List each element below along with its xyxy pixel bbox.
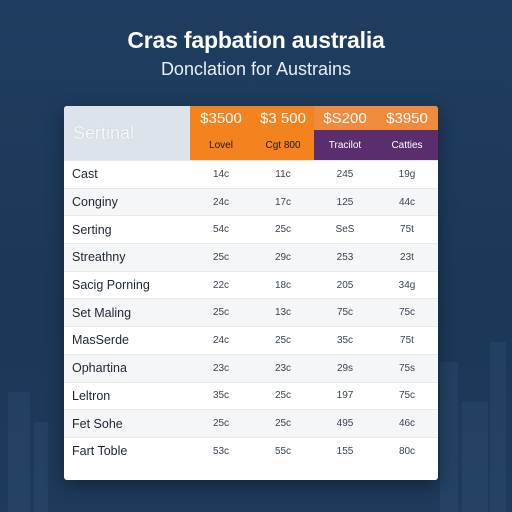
table-cell: 197 (336, 390, 354, 402)
table-cell: 25c (274, 418, 292, 430)
column-tag: Catties (376, 130, 438, 160)
table-cell: 25c (212, 418, 230, 430)
row-label: Sacig Porning (72, 278, 150, 293)
table-row: Streathny 25c 29c 253 23t (64, 243, 438, 271)
table-cell: 75t (400, 334, 414, 346)
table-row: Fart Toble 53c 55c 155 80c (64, 436, 438, 465)
table-cell: 13c (274, 307, 292, 319)
table-row: Conginy 24c 17c 125 44c (64, 187, 438, 216)
page-subtitle: Donclation for Austrains (160, 59, 352, 79)
table-cell: 24c (212, 196, 230, 208)
table-cell: 44c (398, 196, 416, 208)
table-corner-label: Sertinal (64, 106, 190, 160)
page-title: Cras fapbation australia (127, 27, 385, 53)
row-label: Set Maling (72, 305, 132, 320)
column-tag: Cgt 800 (252, 130, 314, 160)
table-cell: 24c (212, 334, 230, 346)
pricing-table: Sertinal $3500 Lovel $3 500 Cgt 800 $S20… (64, 106, 438, 480)
row-label: Fet Sohe (72, 416, 123, 431)
table-cell: 25c (212, 307, 230, 319)
table-cell: 18c (274, 279, 292, 291)
table-cell: 75c (398, 390, 416, 402)
table-cell: 155 (336, 445, 354, 457)
corner-label-text: Sertinal (73, 122, 135, 143)
table-cell: 23t (400, 251, 414, 263)
row-label: Serting (72, 222, 112, 237)
table-cell: 17c (274, 196, 292, 208)
column-header-1[interactable]: $3500 Lovel (190, 106, 252, 160)
table-cell: 29c (274, 251, 292, 263)
table-cell: 495 (336, 418, 354, 430)
table-cell: 23c (212, 362, 230, 374)
table-row: Serting 54c 25c SeS 75t (64, 215, 438, 243)
table-cell: 245 (336, 168, 354, 180)
table-cell: 55c (274, 445, 292, 457)
table-cell: 53c (212, 445, 230, 457)
table-cell: 35c (336, 334, 354, 346)
table-cell: 75c (336, 307, 354, 319)
table-cell: 22c (212, 279, 230, 291)
table-cell: 25c (274, 334, 292, 346)
column-price: $3500 (190, 106, 252, 130)
table-cell: 23c (274, 362, 292, 374)
table-cell: 29s (336, 362, 354, 374)
column-price: $3950 (376, 106, 438, 130)
table-cell: 25c (212, 251, 230, 263)
table-cell: 54c (212, 224, 230, 236)
table-cell: 125 (336, 196, 354, 208)
column-price: $3 500 (252, 106, 314, 130)
table-cell: 205 (336, 279, 354, 291)
table-cell: 75c (398, 307, 416, 319)
row-label: Cast (72, 167, 98, 182)
row-label: Leltron (72, 388, 111, 403)
column-tag: Lovel (190, 130, 252, 160)
table-row: Cast 14c 11c 245 19g (64, 160, 438, 188)
table-cell: 25c (274, 390, 292, 402)
table-cell: 11c (275, 168, 291, 180)
table-row: Fet Sohe 25c 25c 495 46c (64, 409, 438, 437)
table-cell: 80c (398, 445, 416, 457)
table-cell: 35c (212, 390, 230, 402)
row-label: Streathny (72, 250, 126, 265)
table-cell: 253 (336, 251, 354, 263)
column-header-4[interactable]: $3950 Catties (376, 106, 438, 160)
table-row: Set Maling 25c 13c 75c 75c (64, 298, 438, 327)
column-price: $S200 (314, 106, 376, 130)
column-header-3[interactable]: $S200 Tracilot (314, 106, 376, 160)
column-tag: Tracilot (314, 130, 376, 160)
table-cell: SeS (335, 224, 355, 236)
row-label: Fart Toble (72, 444, 128, 459)
table-header: Sertinal $3500 Lovel $3 500 Cgt 800 $S20… (64, 106, 438, 160)
table-cell: 75t (400, 224, 414, 236)
table-cell: 75s (398, 362, 416, 374)
table-cell: 19g (398, 168, 416, 180)
table-row: MasSerde 24c 25c 35c 75t (64, 326, 438, 354)
table-cell: 34g (398, 279, 416, 291)
column-header-2[interactable]: $3 500 Cgt 800 (252, 106, 314, 160)
table-cell: 46c (398, 418, 416, 430)
table-row: Ophartina 23c 23c 29s 75s (64, 353, 438, 382)
table-row: Leltron 35c 25c 197 75c (64, 381, 438, 410)
row-label: MasSerde (72, 333, 129, 348)
row-label: Ophartina (72, 361, 127, 376)
table-row: Sacig Porning 22c 18c 205 34g (64, 270, 438, 299)
table-body: Cast 14c 11c 245 19g Conginy 24c 17c 125 44c Serti… (64, 160, 438, 465)
table-cell: 25c (274, 224, 292, 236)
row-label: Conginy (72, 195, 118, 210)
table-cell: 14c (212, 168, 230, 180)
